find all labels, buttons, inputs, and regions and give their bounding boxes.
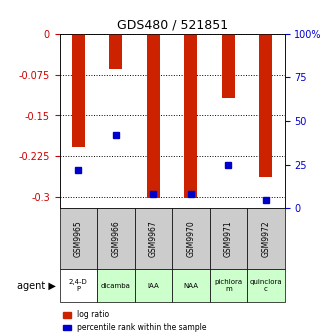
Bar	[72, 34, 85, 146]
Text: GSM9965: GSM9965	[74, 220, 83, 257]
Title: GDS480 / 521851: GDS480 / 521851	[117, 18, 228, 31]
Text: GSM9972: GSM9972	[261, 220, 270, 257]
Bar	[147, 34, 160, 199]
Text: quinclora
c: quinclora c	[250, 279, 282, 292]
Text: GSM9970: GSM9970	[186, 220, 195, 257]
Legend: log ratio, percentile rank within the sample: log ratio, percentile rank within the sa…	[64, 310, 207, 332]
Bar	[109, 34, 122, 69]
Bar	[222, 34, 235, 98]
Text: GSM9966: GSM9966	[111, 220, 120, 257]
Bar	[260, 34, 272, 177]
Text: IAA: IAA	[148, 283, 159, 289]
Text: pichlora
m: pichlora m	[214, 279, 242, 292]
Text: GSM9971: GSM9971	[224, 220, 233, 257]
Text: agent ▶: agent ▶	[18, 281, 56, 291]
Text: NAA: NAA	[183, 283, 198, 289]
Text: 2,4-D
P: 2,4-D P	[69, 279, 88, 292]
Bar	[184, 34, 198, 199]
Text: GSM9967: GSM9967	[149, 220, 158, 257]
Text: dicamba: dicamba	[101, 283, 131, 289]
